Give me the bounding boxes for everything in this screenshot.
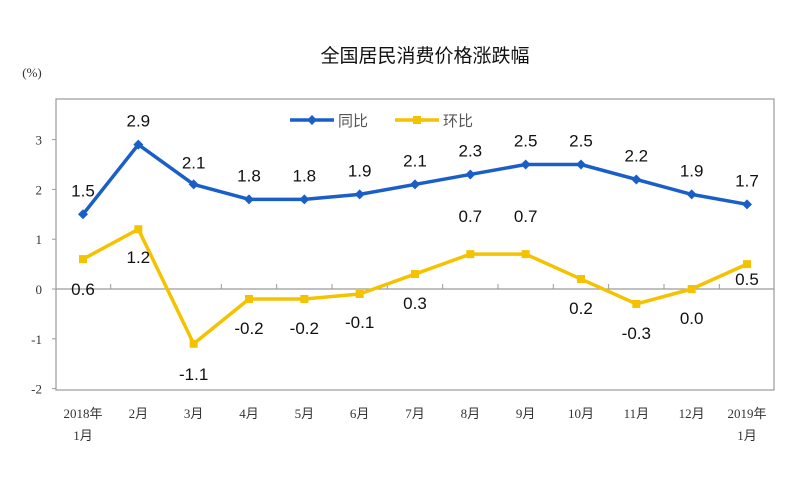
data-label: 1.5 [71,181,95,200]
data-point-marker [687,285,696,293]
data-label: 0.3 [403,294,427,313]
x-tick-label: 10月 [568,406,594,421]
data-label: 1.7 [735,171,759,190]
chart-title: 全国居民消费价格涨跌幅 [320,45,529,67]
data-point-marker [521,250,530,259]
data-label: -0.2 [290,319,319,338]
data-label: -0.3 [622,324,651,343]
data-point-marker [354,189,365,200]
x-tick-label: 2018年 [63,406,102,421]
data-label: 0.0 [680,309,704,328]
data-label: -0.2 [234,319,263,338]
data-point-marker [188,179,199,190]
data-label: -1.1 [179,365,208,384]
x-tick-label: 2019年 [727,406,766,421]
y-tick-label: 2 [36,182,43,197]
data-label: 2.9 [127,112,151,131]
data-label: 2.5 [569,132,593,151]
x-tick-label: 12月 [679,406,705,421]
legend: 同比 环比 [290,113,473,130]
data-point-marker [743,260,751,269]
data-point-marker [520,159,531,170]
data-label: -0.1 [345,313,374,332]
data-point-marker [465,169,476,180]
x-tick-label: 9月 [516,406,536,421]
x-tick-label: 4月 [239,406,259,421]
data-label: 2.5 [514,132,538,151]
data-point-marker [576,159,586,170]
legend-marker [307,115,317,125]
y-tick-label: 1 [36,232,43,247]
data-label: 2.1 [182,153,206,172]
x-tick-label: 1月 [737,428,757,443]
data-label: 1.8 [237,166,261,185]
data-point-marker [245,294,253,303]
data-label: 0.5 [735,270,759,289]
y-tick-label: 3 [36,133,43,148]
data-point-marker [631,174,642,185]
data-point-marker [632,299,641,308]
x-tick-label: 11月 [624,406,650,421]
x-tick-label: 8月 [461,406,481,421]
y-tick-label: -2 [31,382,42,397]
x-tick-label: 3月 [184,406,204,421]
data-point-marker [410,179,420,190]
y-tick-label: -1 [31,332,42,347]
legend-label: 环比 [443,113,473,130]
x-tick-label: 5月 [295,406,315,421]
data-point-marker [79,255,87,264]
data-point-marker [577,275,585,284]
data-point-marker [189,339,198,348]
x-tick-label: 1月 [73,428,93,443]
x-tick-label: 7月 [405,406,425,421]
data-label: 0.7 [459,207,483,226]
data-label: 1.9 [680,161,704,180]
data-point-marker [300,294,309,303]
x-tick-label: 2月 [129,406,149,421]
data-label: 2.1 [403,151,427,170]
y-axis-unit-label: (%) [22,65,42,80]
data-label: 0.6 [71,280,95,299]
data-label: 1.8 [293,166,317,185]
data-point-marker [742,199,752,210]
data-point-marker [466,250,475,259]
data-point-marker [686,189,697,200]
data-label: 1.9 [348,161,372,180]
data-label: 2.2 [625,146,649,165]
data-point-marker [355,289,364,298]
plot-frame [55,98,775,391]
y-tick-label: 0 [36,282,43,297]
data-point-marker [299,194,310,205]
legend-label: 同比 [338,113,368,130]
x-tick-label: 6月 [350,406,370,421]
data-point-marker [244,194,254,205]
data-label: 2.3 [459,141,483,160]
data-point-marker [134,225,143,234]
data-label: 0.2 [569,299,593,318]
data-label: 0.7 [514,207,538,226]
data-point-marker [411,270,419,279]
data-point-marker [78,209,88,220]
data-label: 1.2 [127,248,151,267]
legend-marker [413,116,421,124]
data-point-marker [133,139,144,150]
